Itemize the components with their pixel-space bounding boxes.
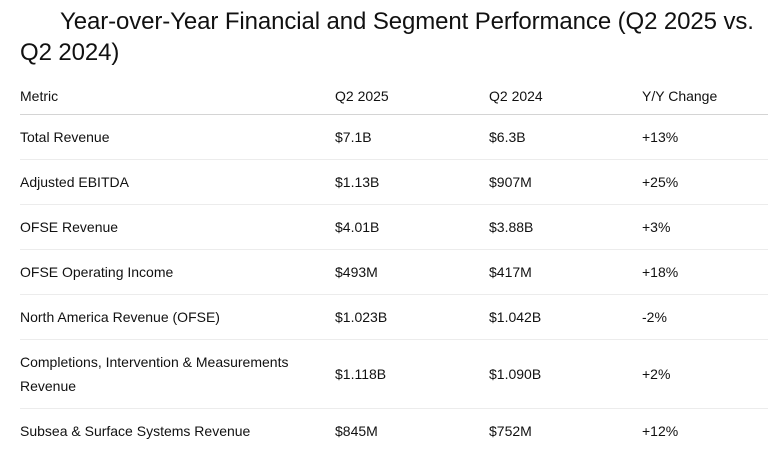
- yy-change-cell: +13%: [642, 114, 768, 160]
- q2-2025-cell: $493M: [335, 249, 489, 295]
- q2-2024-cell: $907M: [489, 159, 642, 205]
- metric-cell: Completions, Intervention & Measurements…: [20, 339, 335, 409]
- q2-2024-cell: $417M: [489, 249, 642, 295]
- table-header-row: Metric Q2 2025 Q2 2024 Y/Y Change: [20, 78, 768, 115]
- metric-cell: OFSE Revenue: [20, 204, 335, 250]
- table-row: North America Revenue (OFSE) $1.023B $1.…: [20, 294, 768, 340]
- q2-2025-cell: $4.01B: [335, 204, 489, 250]
- yy-change-cell: +3%: [642, 204, 768, 250]
- q2-2025-cell: $1.118B: [335, 339, 489, 409]
- yy-change-cell: +2%: [642, 339, 768, 409]
- performance-table: Metric Q2 2025 Q2 2024 Y/Y Change Total …: [20, 78, 768, 453]
- q2-2024-cell: $1.042B: [489, 294, 642, 340]
- column-header-q2-2024: Q2 2024: [489, 78, 642, 115]
- table-row: OFSE Operating Income $493M $417M +18%: [20, 249, 768, 295]
- q2-2025-cell: $1.13B: [335, 159, 489, 205]
- q2-2024-cell: $1.090B: [489, 339, 642, 409]
- metric-cell: North America Revenue (OFSE): [20, 294, 335, 340]
- metric-cell: OFSE Operating Income: [20, 249, 335, 295]
- metric-cell: Subsea & Surface Systems Revenue: [20, 423, 251, 439]
- yy-change-cell: +18%: [642, 249, 768, 295]
- yy-change-cell: +25%: [642, 159, 768, 205]
- q2-2024-cell: $3.88B: [489, 204, 642, 250]
- table-row: Completions, Intervention & Measurements…: [20, 339, 768, 409]
- table-row: Total Revenue $7.1B $6.3B +13%: [20, 114, 768, 160]
- q2-2024-cell: $752M: [489, 423, 532, 439]
- column-header-yy-change: Y/Y Change: [642, 78, 768, 115]
- yy-change-cell: +12%: [642, 423, 679, 439]
- table-row: OFSE Revenue $4.01B $3.88B +3%: [20, 204, 768, 250]
- column-header-q2-2025: Q2 2025: [335, 78, 489, 115]
- table-row: Adjusted EBITDA $1.13B $907M +25%: [20, 159, 768, 205]
- q2-2025-cell: $7.1B: [335, 114, 489, 160]
- metric-cell: Total Revenue: [20, 114, 335, 160]
- yy-change-cell: -2%: [642, 294, 768, 340]
- metric-cell: Adjusted EBITDA: [20, 159, 335, 205]
- q2-2024-cell: $6.3B: [489, 114, 642, 160]
- page-title: Year-over-Year Financial and Segment Per…: [20, 8, 754, 66]
- column-header-metric: Metric: [20, 78, 335, 115]
- table-row: Subsea & Surface Systems Revenue $845M $…: [20, 409, 768, 454]
- q2-2025-cell: $845M: [335, 423, 378, 439]
- q2-2025-cell: $1.023B: [335, 294, 489, 340]
